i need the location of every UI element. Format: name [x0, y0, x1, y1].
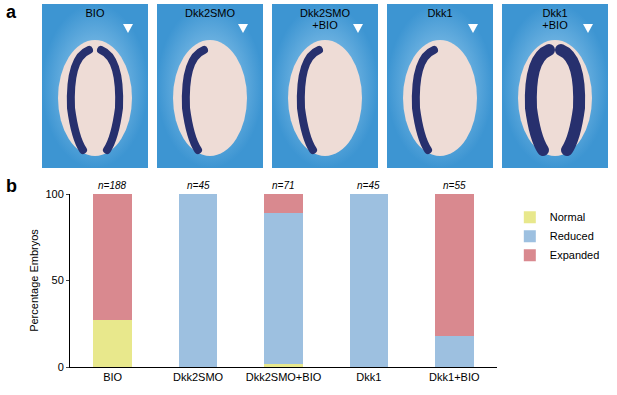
svg-text:n=71: n=71: [272, 180, 295, 191]
svg-text:Reduced: Reduced: [550, 230, 594, 242]
svg-text:n=45: n=45: [357, 180, 380, 191]
svg-text:Dkk2SMO: Dkk2SMO: [185, 7, 236, 19]
svg-text:+BIO: +BIO: [312, 19, 338, 31]
svg-text:Dkk1+BIO: Dkk1+BIO: [429, 371, 480, 383]
svg-text:n=188: n=188: [98, 180, 127, 191]
svg-text:Dkk1: Dkk1: [427, 7, 452, 19]
svg-text:50: 50: [52, 274, 64, 286]
svg-text:Normal: Normal: [550, 211, 585, 223]
svg-text:Dkk2SMO: Dkk2SMO: [300, 7, 351, 19]
svg-text:0: 0: [58, 361, 64, 373]
svg-text:Dkk1: Dkk1: [356, 371, 381, 383]
html-text:b: b: [6, 176, 17, 196]
svg-text:Dkk1: Dkk1: [542, 7, 567, 19]
svg-text:n=45: n=45: [187, 180, 210, 191]
svg-text:BIO: BIO: [103, 371, 122, 383]
svg-text:BIO: BIO: [86, 7, 105, 19]
svg-text:+BIO: +BIO: [542, 19, 568, 31]
svg-text:n=55: n=55: [443, 180, 466, 191]
svg-text:Dkk2SMO: Dkk2SMO: [173, 371, 224, 383]
svg-text:Expanded: Expanded: [550, 249, 600, 261]
html-text:a: a: [6, 2, 16, 22]
svg-text:100: 100: [45, 188, 63, 200]
svg-text:Percentage Embryos: Percentage Embryos: [28, 229, 40, 332]
svg-text:Dkk2SMO+BIO: Dkk2SMO+BIO: [246, 371, 322, 383]
